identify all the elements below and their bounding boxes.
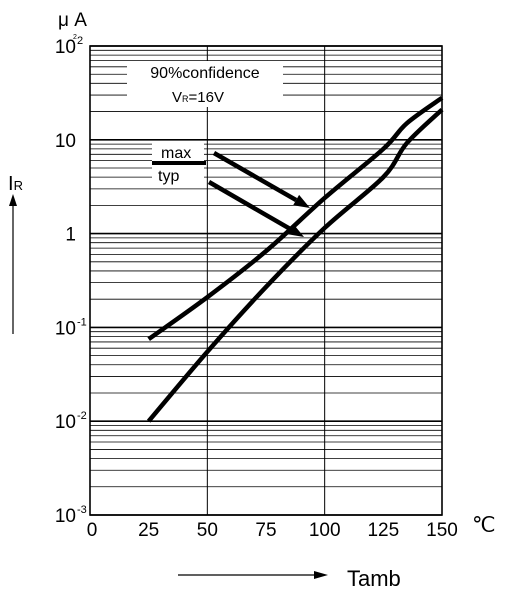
arrow-typ-head [287,223,304,237]
voltage-label: VR=16V [172,89,224,106]
y-tick-exponent: -3 [77,504,87,516]
x-tick-label: 150 [426,520,458,541]
legend-label-max: max [161,145,191,162]
y-tick-exponent: 2 [77,35,83,47]
confidence-label: 90%confidence [150,65,260,82]
x-axis-unit: ℃ [472,514,496,537]
arrow-max-head [293,194,310,208]
y-tick-label: 10 [55,506,76,527]
y-tick-label: 10 [55,131,76,152]
y-axis-unit: μ A [58,10,87,31]
y-tick-exponent: -2 [77,410,87,422]
y-axis-label: IR [8,173,23,195]
x-tick-label: 25 [138,520,159,541]
chart-grid [89,45,443,516]
y-axis-arrow-head [9,194,17,206]
arrow-typ-shaft [207,180,292,231]
x-tick-label: 75 [255,520,276,541]
y-tick-label: 10 [55,318,76,339]
x-tick-label: 0 [87,520,98,541]
confidence-annotation-box [127,61,283,107]
series-line-typ [146,107,444,423]
series-line-max [147,96,444,341]
chart-annotation-arrows [207,151,310,237]
arrow-max-shaft [212,151,298,202]
y-tick-label: 10 [55,37,76,58]
x-tick-label: 125 [367,520,399,541]
plot-frame [89,45,443,516]
x-axis-arrow-head [314,571,328,579]
x-axis-label: Tamb [347,566,401,591]
y-tick-label: 1 [65,225,76,246]
x-tick-label: 50 [197,520,218,541]
x-tick-label: 100 [309,520,341,541]
chart-series [146,96,444,423]
legend-label-typ: typ [158,168,179,185]
y-tick-exponent: -1 [77,316,87,328]
y-axis-unit-mark: 2 [73,34,77,41]
y-tick-label: 10 [55,412,76,433]
